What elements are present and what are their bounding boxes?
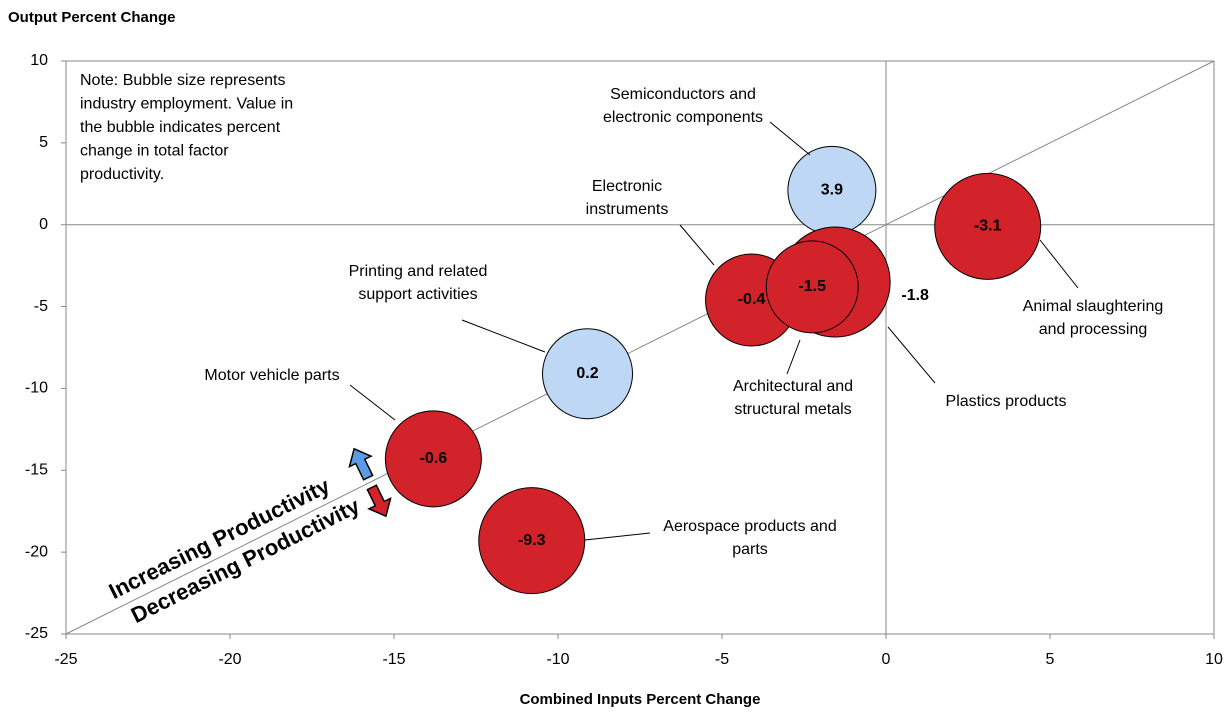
bubble — [765, 240, 859, 334]
bubble — [934, 172, 1042, 280]
bubble — [542, 328, 634, 420]
leader-line — [769, 121, 811, 156]
category-label: Animal slaughtering — [1023, 298, 1164, 315]
y-tick-label: 5 — [39, 134, 48, 151]
note: industry employment. Value in — [80, 96, 293, 113]
category-label: support activities — [358, 286, 477, 303]
x-tick-label: -10 — [546, 651, 569, 668]
note: Note: Bubble size represents — [80, 72, 285, 89]
chart-title: Output Percent Change — [8, 9, 176, 26]
x-tick-label: 5 — [1046, 651, 1055, 668]
bubble — [384, 410, 482, 508]
leader-line — [1039, 239, 1079, 289]
y-tick-label: -5 — [34, 298, 48, 315]
y-tick-label: 0 — [39, 216, 48, 233]
leader-line — [349, 384, 396, 421]
bubble-value-label: 0.2 — [576, 365, 598, 382]
category-label: Printing and related — [349, 263, 488, 280]
y-tick-label: -20 — [25, 543, 48, 560]
x-tick-label: 10 — [1205, 651, 1223, 668]
note: the bubble indicates percent — [80, 119, 281, 136]
bubble-value-label: -1.5 — [798, 278, 826, 295]
y-tick-label: -25 — [25, 625, 48, 642]
bubble-value-label: -1.8 — [901, 287, 929, 304]
category-label: Architectural and — [733, 378, 853, 395]
x-tick-label: -25 — [54, 651, 77, 668]
x-tick-label: -15 — [382, 651, 405, 668]
category-label: Electronic — [592, 178, 662, 195]
category-label: Semiconductors and — [610, 86, 756, 103]
note: change in total factor — [80, 143, 229, 160]
x-tick-label: 0 — [882, 651, 891, 668]
note: productivity. — [80, 166, 164, 183]
leader-line — [461, 319, 546, 353]
bubble — [478, 487, 586, 595]
y-tick-label: -10 — [25, 380, 48, 397]
category-label: instruments — [586, 201, 669, 218]
bubble-value-label: -9.3 — [518, 532, 546, 549]
x-tick-label: -5 — [715, 651, 729, 668]
leader-line — [786, 339, 801, 375]
bubble-value-label: -0.6 — [420, 450, 448, 467]
category-label: Plastics products — [946, 393, 1067, 410]
bubble-value-label: -0.4 — [738, 291, 766, 308]
bubble-value-label: -3.1 — [974, 218, 1002, 235]
category-label: electronic components — [603, 109, 763, 126]
category-label: structural metals — [734, 401, 851, 418]
category-label: Motor vehicle parts — [204, 367, 339, 384]
x-tick-label: -20 — [218, 651, 241, 668]
leader-line — [679, 224, 715, 266]
reference-line — [65, 60, 1215, 635]
y-tick-label: -15 — [25, 462, 48, 479]
plot-border — [65, 60, 1215, 635]
leader-line — [887, 326, 936, 384]
increase-arrow — [348, 447, 374, 481]
category-label: Aerospace products and — [663, 518, 836, 535]
decrease-arrow — [366, 484, 392, 518]
y-tick-label: 10 — [30, 52, 48, 69]
category-label: parts — [732, 541, 768, 558]
x-axis-label: Combined Inputs Percent Change — [520, 691, 761, 708]
leader-line — [584, 532, 651, 541]
category-label: and processing — [1039, 321, 1148, 338]
bubble-value-label: 3.9 — [821, 182, 843, 199]
